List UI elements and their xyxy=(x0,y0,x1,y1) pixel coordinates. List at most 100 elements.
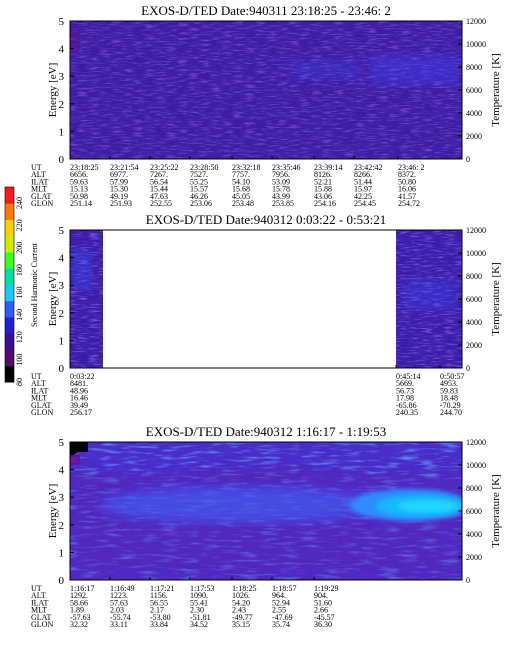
table-cell: 244.70 xyxy=(440,408,462,417)
table-cell: -55.74 xyxy=(110,613,131,622)
table-cell: 56.55 xyxy=(150,598,168,607)
table-cell: 16.46 xyxy=(70,394,88,403)
y2-tick-label: 0 xyxy=(466,576,470,585)
y2-tick-label: 12000 xyxy=(466,438,486,447)
y2-tick-label: 8000 xyxy=(466,63,482,72)
row-label-glon: GLON xyxy=(31,199,53,208)
table-cell: 1156. xyxy=(150,591,168,600)
y-axis-label: Energy [eV] xyxy=(47,63,59,117)
y2-tick-label: 4000 xyxy=(466,530,482,539)
table-cell: 23:25:22 xyxy=(150,163,178,172)
table-cell: 45.05 xyxy=(232,192,250,201)
y-axis-label: Energy [eV] xyxy=(47,484,59,538)
table-cell: 56.73 xyxy=(396,386,414,395)
table-cell: 59.83 xyxy=(440,386,458,395)
panel-3-fill xyxy=(70,442,462,580)
colorbar-label: Second Harmonic Current xyxy=(30,242,39,327)
y2-tick-label: 10000 xyxy=(466,249,486,258)
colorbar-tick-label: 220 xyxy=(15,219,24,231)
table-cell: 23:28:50 xyxy=(190,163,218,172)
y-tick-label: 4 xyxy=(59,44,65,56)
y-tick-label: 3 xyxy=(59,280,65,292)
row-label-ut: UT xyxy=(31,163,42,172)
y-tick-label: 5 xyxy=(59,16,65,28)
colorbar-tick-label: 200 xyxy=(15,242,24,254)
table-cell: 6656. xyxy=(70,170,88,179)
table-cell: 253.06 xyxy=(190,199,212,208)
table-cell: 48.96 xyxy=(70,386,88,395)
colorbar-tick-label: 140 xyxy=(15,309,24,321)
colorbar-segment xyxy=(5,349,14,367)
table-cell: 56.54 xyxy=(150,177,168,186)
colorbar-segment xyxy=(5,317,14,334)
y2-tick-label: 12000 xyxy=(466,17,486,26)
y2-tick-label: 2000 xyxy=(466,553,482,562)
table-cell: 52.21 xyxy=(314,177,332,186)
colorbar-segment xyxy=(5,219,14,237)
table-cell: 36.30 xyxy=(314,620,332,629)
table-cell: 2.66 xyxy=(314,606,328,615)
table-cell: -65.86 xyxy=(396,401,417,410)
table-cell: 50.80 xyxy=(398,177,416,186)
row-label-glat: GLAT xyxy=(31,613,52,622)
row-label-alt: ALT xyxy=(31,591,46,600)
table-cell: 8481. xyxy=(70,379,88,388)
table-cell: 32.32 xyxy=(70,620,88,629)
colorbar-segment xyxy=(5,235,14,253)
table-cell: -51.81 xyxy=(190,613,211,622)
table-cell: 57.99 xyxy=(110,177,128,186)
row-label-ut: UT xyxy=(31,584,42,593)
colorbar-segment xyxy=(5,187,14,204)
table-cell: 15.57 xyxy=(190,185,208,194)
table-cell: 43.06 xyxy=(314,192,332,201)
y-tick-label: 3 xyxy=(59,492,65,504)
colorbar-segment xyxy=(5,268,14,285)
table-cell: 33.11 xyxy=(110,620,128,629)
panel-2-fill xyxy=(70,230,462,368)
row-label-ut: UT xyxy=(31,372,42,381)
table-cell: 2.43 xyxy=(232,606,246,615)
table-cell: 7757. xyxy=(232,170,250,179)
y2-tick-label: 4000 xyxy=(466,109,482,118)
table-cell: 23:32:18 xyxy=(232,163,260,172)
table-cell: 8126. xyxy=(314,170,332,179)
y-tick-label: 0 xyxy=(59,154,65,166)
table-cell: 42.25 xyxy=(354,192,372,201)
y2-tick-label: 0 xyxy=(466,364,470,373)
y-tick-label: 4 xyxy=(59,465,65,477)
table-cell: 904. xyxy=(314,591,328,600)
table-cell: 23:39:14 xyxy=(314,163,342,172)
y-tick-label: 5 xyxy=(59,437,65,449)
colorbar-segment xyxy=(5,365,14,383)
table-cell: 15.97 xyxy=(354,185,372,194)
table-cell: -47.69 xyxy=(272,613,293,622)
table-cell: 49.19 xyxy=(110,192,128,201)
y2-tick-label: 10000 xyxy=(466,40,486,49)
table-cell: 8266. xyxy=(354,170,372,179)
table-cell: 252.55 xyxy=(150,199,172,208)
table-cell: 16.06 xyxy=(398,185,416,194)
table-cell: -70.29 xyxy=(440,401,461,410)
y2-tick-label: 12000 xyxy=(466,226,486,235)
table-cell: 4953. xyxy=(440,379,458,388)
table-cell: 2.55 xyxy=(272,606,286,615)
table-cell: 55.41 xyxy=(190,598,208,607)
table-cell: 1:17:53 xyxy=(190,584,214,593)
table-cell: 7267. xyxy=(150,170,168,179)
row-label-alt: ALT xyxy=(31,170,46,179)
table-cell: 1292. xyxy=(70,591,88,600)
table-cell: 15.44 xyxy=(150,185,168,194)
table-cell: 964. xyxy=(272,591,286,600)
panel-title-2: EXOS-D/TED Date:940312 0:03:22 - 0:53:21 xyxy=(146,212,386,227)
table-cell: -45.57 xyxy=(314,613,335,622)
row-label-glon: GLON xyxy=(31,408,53,417)
row-label-ilat: ILAT xyxy=(31,386,48,395)
table-cell: 1:17:21 xyxy=(150,584,174,593)
y2-tick-label: 2000 xyxy=(466,132,482,141)
table-cell: 35.74 xyxy=(272,620,290,629)
table-cell: 254.16 xyxy=(314,199,336,208)
table-cell: 23:18:25 xyxy=(70,163,98,172)
table-cell: 1:18:25 xyxy=(232,584,256,593)
row-label-glat: GLAT xyxy=(31,192,52,201)
table-cell: 1:16:17 xyxy=(70,584,94,593)
